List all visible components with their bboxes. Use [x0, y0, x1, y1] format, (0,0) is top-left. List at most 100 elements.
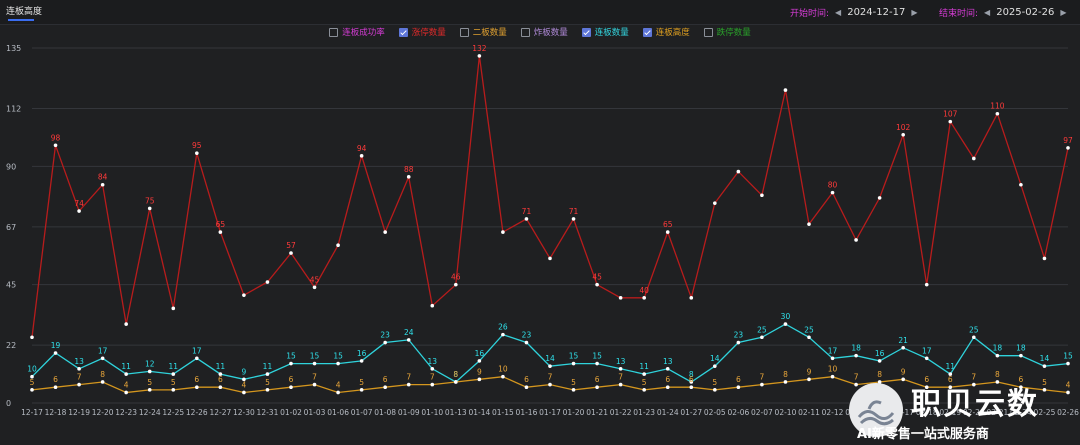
data-point — [312, 361, 317, 366]
data-label: 15 — [333, 352, 343, 361]
y-tick-label: 45 — [6, 281, 16, 290]
legend-checkbox[interactable] — [520, 27, 530, 37]
data-label: 8 — [100, 370, 105, 379]
data-label: 15 — [592, 352, 602, 361]
data-label: 12 — [145, 359, 155, 368]
data-label: 5 — [1042, 378, 1047, 387]
x-tick-label: 01-23 — [633, 408, 655, 417]
data-label: 8 — [689, 370, 694, 379]
data-point — [124, 390, 128, 395]
legend-label: 二板数量 — [472, 28, 507, 38]
legend-checkbox[interactable] — [459, 27, 469, 37]
data-point — [948, 119, 953, 124]
data-label: 10 — [498, 365, 508, 374]
data-point — [77, 382, 81, 387]
legend-item-success-rate[interactable]: 连板成功率 — [329, 25, 385, 39]
data-point — [218, 230, 223, 234]
data-point — [830, 374, 835, 379]
data-point — [359, 154, 364, 158]
data-point — [995, 353, 1000, 358]
data-point — [830, 190, 835, 195]
x-tick-label: 01-07 — [351, 408, 373, 417]
data-label: 9 — [242, 367, 247, 376]
x-tick-label: 12-24 — [139, 408, 161, 417]
start-date-prev-icon[interactable]: ◀ — [835, 8, 842, 17]
data-label: 10 — [27, 365, 37, 374]
data-point — [477, 359, 482, 363]
data-label: 26 — [498, 323, 508, 332]
data-label: 8 — [995, 370, 1000, 379]
x-tick-label: 12-27 — [209, 408, 231, 417]
header-bar: 连板高度 开始时间: ◀ 2024-12-17 ▶ 结束时间: ◀ 2025-0… — [0, 0, 1080, 25]
end-date-next-icon[interactable]: ▶ — [1060, 8, 1067, 17]
data-label: 16 — [357, 349, 367, 358]
data-point — [642, 372, 646, 376]
data-label: 7 — [77, 373, 82, 382]
data-point — [830, 356, 835, 361]
legend-checkbox[interactable] — [329, 27, 339, 37]
data-label: 7 — [760, 373, 765, 382]
legend-checkbox[interactable] — [642, 27, 652, 37]
legend-checkbox[interactable] — [581, 27, 591, 37]
legend-item-limit-up[interactable]: 涨停数量 — [398, 25, 446, 39]
data-label: 23 — [522, 331, 532, 340]
legend-item-limit-down[interactable]: 跌停数量 — [703, 25, 751, 39]
data-label: 5 — [30, 378, 35, 387]
data-label: 71 — [569, 207, 579, 216]
watermark-logo-icon — [849, 383, 903, 437]
data-label: 17 — [922, 346, 932, 355]
legend-label: 连板成功率 — [342, 28, 385, 38]
legend-item-consecutive-count[interactable]: 连板数量 — [581, 25, 629, 39]
data-label: 11 — [216, 362, 226, 371]
legend-item-broken-board[interactable]: 炸板数量 — [520, 25, 568, 39]
data-point — [242, 377, 246, 382]
legend-item-second-board[interactable]: 二板数量 — [459, 25, 507, 39]
data-label: 23 — [734, 331, 744, 340]
data-label: 45 — [592, 273, 602, 282]
data-label: 15 — [310, 352, 320, 361]
x-tick-label: 12-26 — [186, 408, 208, 417]
data-point — [807, 222, 811, 226]
data-label: 17 — [828, 346, 838, 355]
start-date-value[interactable]: 2024-12-17 — [847, 7, 906, 18]
data-point — [501, 332, 505, 337]
data-point — [972, 335, 976, 340]
data-point — [100, 380, 105, 384]
data-point — [595, 361, 599, 366]
data-point — [430, 367, 435, 371]
legend-item-consecutive-height[interactable]: 连板高度 — [642, 25, 690, 39]
data-label: 102 — [896, 123, 911, 132]
x-tick-label: 01-17 — [539, 408, 561, 417]
data-point — [454, 380, 458, 384]
data-label: 6 — [218, 375, 223, 384]
data-point — [618, 367, 623, 371]
data-point — [783, 322, 788, 326]
data-point — [1066, 361, 1070, 366]
data-label: 17 — [98, 346, 108, 355]
data-point — [289, 361, 293, 366]
data-point — [972, 382, 976, 387]
data-point — [30, 335, 34, 340]
data-point — [171, 372, 176, 376]
data-label: 7 — [406, 373, 411, 382]
data-label: 11 — [945, 362, 955, 371]
x-tick-label: 12-19 — [68, 408, 90, 417]
legend-checkbox[interactable] — [398, 27, 408, 37]
data-label: 46 — [451, 273, 461, 282]
data-point — [877, 359, 882, 363]
end-date-value[interactable]: 2025-02-26 — [996, 7, 1055, 18]
data-point — [454, 282, 458, 287]
data-label: 5 — [571, 378, 576, 387]
data-point — [312, 285, 317, 290]
data-point — [877, 380, 882, 384]
data-label: 88 — [404, 165, 414, 174]
tab-lianban-height[interactable]: 连板高度 — [6, 7, 43, 17]
start-date-next-icon[interactable]: ▶ — [911, 8, 918, 17]
legend-checkbox[interactable] — [703, 27, 713, 37]
data-point — [218, 385, 223, 390]
end-date-prev-icon[interactable]: ◀ — [984, 8, 991, 17]
data-point — [501, 374, 505, 379]
data-label: 57 — [286, 241, 296, 250]
data-label: 65 — [663, 220, 673, 229]
